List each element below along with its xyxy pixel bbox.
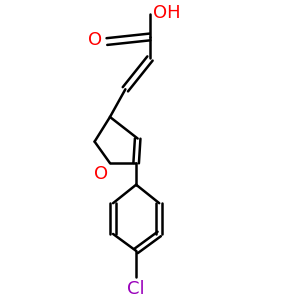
Text: Cl: Cl — [127, 280, 145, 298]
Text: OH: OH — [153, 4, 181, 22]
Text: O: O — [94, 165, 108, 183]
Text: O: O — [88, 31, 102, 49]
